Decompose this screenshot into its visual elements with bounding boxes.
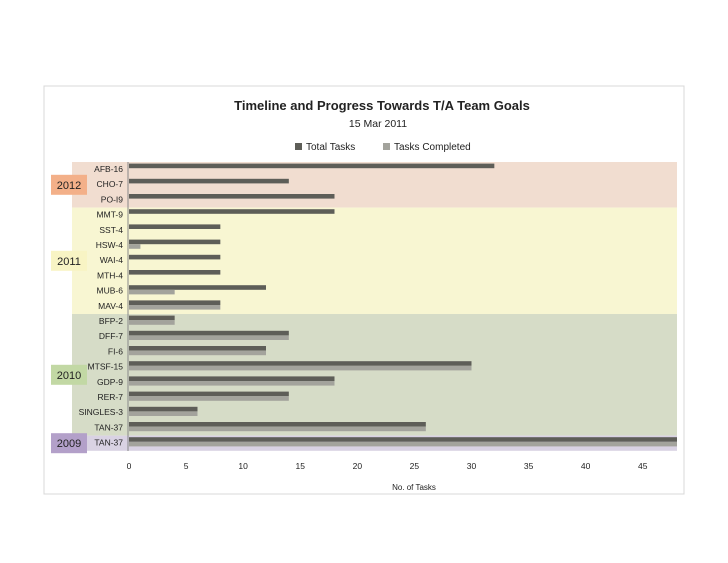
year-tag-label: 2012 bbox=[57, 180, 81, 192]
bar-total-tasks bbox=[129, 285, 266, 290]
category-label: TAN-37 bbox=[94, 438, 123, 448]
bar-tasks-completed bbox=[129, 289, 175, 295]
bar-tasks-completed bbox=[129, 426, 426, 432]
legend-swatch bbox=[295, 143, 302, 150]
bar-tasks-completed bbox=[129, 305, 221, 310]
bar-total-tasks bbox=[129, 163, 495, 169]
bars bbox=[129, 163, 677, 447]
category-label: TAN-37 bbox=[94, 422, 123, 432]
category-label: MTSF-15 bbox=[88, 362, 124, 372]
year-tag bbox=[51, 433, 87, 454]
year-tags: 2012 2011 2010 2009 bbox=[51, 174, 87, 454]
category-label: MUB-6 bbox=[97, 286, 124, 296]
bar-tasks-completed bbox=[129, 244, 141, 249]
category-label: SINGLES-3 bbox=[79, 407, 124, 417]
year-tag-label: 2011 bbox=[57, 256, 81, 268]
x-tick-label: 25 bbox=[410, 461, 420, 471]
category-label: PO-I9 bbox=[101, 194, 123, 204]
year-band bbox=[72, 162, 677, 208]
bar-total-tasks bbox=[129, 361, 472, 366]
bar-total-tasks bbox=[129, 209, 335, 214]
year-tag bbox=[51, 364, 87, 385]
category-label: DFF-7 bbox=[99, 331, 123, 341]
x-tick-label: 10 bbox=[238, 461, 248, 471]
x-tick-label: 30 bbox=[467, 461, 477, 471]
chart-subtitle: 15 Mar 2011 bbox=[349, 118, 407, 130]
x-tick-label: 45 bbox=[638, 461, 648, 471]
bar-total-tasks bbox=[129, 422, 426, 427]
bar-total-tasks bbox=[129, 391, 289, 397]
category-labels: AFB-16 CHO-7 PO-I9 MMT-9 SST-4 HSW-4 WAI-4 MTH-… bbox=[79, 164, 124, 448]
legend-label: Tasks Completed bbox=[394, 142, 471, 153]
year-tag bbox=[51, 250, 87, 271]
year-tag-label: 2009 bbox=[57, 438, 81, 450]
bar-total-tasks bbox=[129, 406, 198, 412]
category-label: HSW-4 bbox=[96, 240, 124, 250]
legend-swatch bbox=[383, 143, 390, 150]
bar-total-tasks bbox=[129, 376, 335, 381]
category-label: MMT-9 bbox=[97, 210, 124, 220]
category-label: CHO-7 bbox=[97, 179, 124, 189]
category-label: MAV-4 bbox=[98, 301, 123, 311]
bar-total-tasks bbox=[129, 178, 289, 184]
bar-total-tasks bbox=[129, 346, 266, 351]
x-axis-title: No. of Tasks bbox=[392, 483, 436, 492]
bar-tasks-completed bbox=[129, 381, 335, 386]
bar-tasks-completed bbox=[129, 365, 472, 371]
legend: Total Tasks Tasks Completed bbox=[295, 142, 471, 153]
bar-total-tasks bbox=[129, 239, 221, 245]
legend-label: Total Tasks bbox=[306, 142, 355, 153]
bar-tasks-completed bbox=[129, 320, 175, 325]
category-label: AFB-16 bbox=[94, 164, 123, 174]
bar-total-tasks bbox=[129, 270, 221, 275]
category-label: WAI-4 bbox=[100, 255, 124, 265]
bar-total-tasks bbox=[129, 224, 221, 229]
x-tick-labels: 0 5 10 15 20 25 30 35 40 45 bbox=[127, 461, 648, 471]
x-tick-label: 40 bbox=[581, 461, 591, 471]
bar-total-tasks bbox=[129, 315, 175, 321]
bar-tasks-completed bbox=[129, 396, 289, 401]
year-band bbox=[72, 207, 677, 314]
bar-tasks-completed bbox=[129, 441, 677, 447]
category-label: RER-7 bbox=[97, 392, 123, 402]
bar-total-tasks bbox=[129, 300, 221, 305]
category-label: MTH-4 bbox=[97, 270, 123, 280]
bar-total-tasks bbox=[129, 330, 289, 336]
x-tick-label: 0 bbox=[127, 461, 132, 471]
x-tick-label: 20 bbox=[353, 461, 363, 471]
bar-tasks-completed bbox=[129, 411, 198, 416]
year-tag-label: 2010 bbox=[57, 370, 81, 382]
category-label: SST-4 bbox=[99, 225, 123, 235]
category-label: BFP-2 bbox=[99, 316, 123, 326]
bar-total-tasks bbox=[129, 254, 221, 260]
bar-tasks-completed bbox=[129, 335, 289, 340]
bar-tasks-completed bbox=[129, 350, 266, 356]
bar-total-tasks bbox=[129, 437, 677, 442]
category-label: FI-6 bbox=[108, 346, 123, 356]
x-tick-label: 35 bbox=[524, 461, 534, 471]
bar-total-tasks bbox=[129, 194, 335, 199]
x-tick-label: 5 bbox=[184, 461, 189, 471]
chart-title: Timeline and Progress Towards T/A Team G… bbox=[234, 98, 530, 113]
category-label: GDP-9 bbox=[97, 377, 123, 387]
year-tag bbox=[51, 174, 87, 195]
x-tick-label: 15 bbox=[296, 461, 306, 471]
